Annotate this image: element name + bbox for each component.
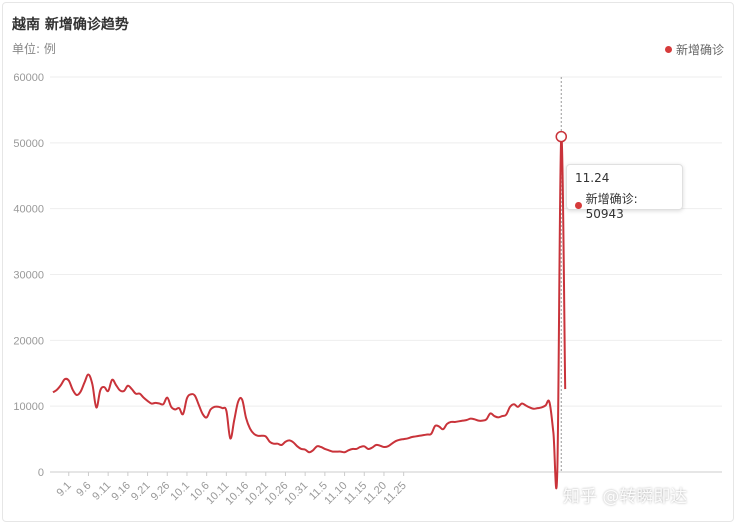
x-tick-label: 11.25 [381, 480, 408, 507]
series-line-new-cases [52, 135, 567, 490]
x-tick-label: 9.21 [129, 480, 153, 504]
y-tick-label: 30000 [13, 270, 44, 282]
tooltip-row: 新增确诊: 50943 [575, 190, 674, 221]
highlight-point [555, 130, 568, 143]
y-tick-label: 50000 [13, 138, 44, 150]
y-tick-label: 0 [38, 467, 44, 479]
unit-label: 单位: 例 [12, 42, 56, 56]
legend-dot-icon [664, 46, 672, 53]
tooltip-dot-icon [575, 202, 582, 209]
chart-title: 越南 新增确诊趋势 [12, 17, 129, 33]
tooltip-date: 11.24 [575, 171, 610, 185]
x-tick-label: 10.1 [168, 480, 192, 504]
legend-label: 新增确诊 [675, 43, 724, 57]
x-tick-label: 9.1 [55, 480, 74, 499]
legend[interactable]: 新增确诊 [664, 41, 724, 58]
y-tick-label: 40000 [13, 204, 44, 216]
y-tick-label: 60000 [13, 72, 44, 84]
x-tick-label: 9.16 [109, 480, 133, 504]
tooltip-value: 新增确诊: 50943 [585, 192, 638, 221]
y-tick-label: 10000 [13, 401, 44, 413]
x-tick-label: 10.31 [282, 480, 310, 508]
watermark: 知乎 @转瞬即达 [563, 487, 688, 507]
y-tick-label: 20000 [13, 335, 44, 347]
tooltip: 11.24 新增确诊: 50943 [566, 164, 683, 221]
x-tick-label: 9.11 [90, 480, 113, 503]
x-tick-label: 9.26 [149, 480, 173, 504]
